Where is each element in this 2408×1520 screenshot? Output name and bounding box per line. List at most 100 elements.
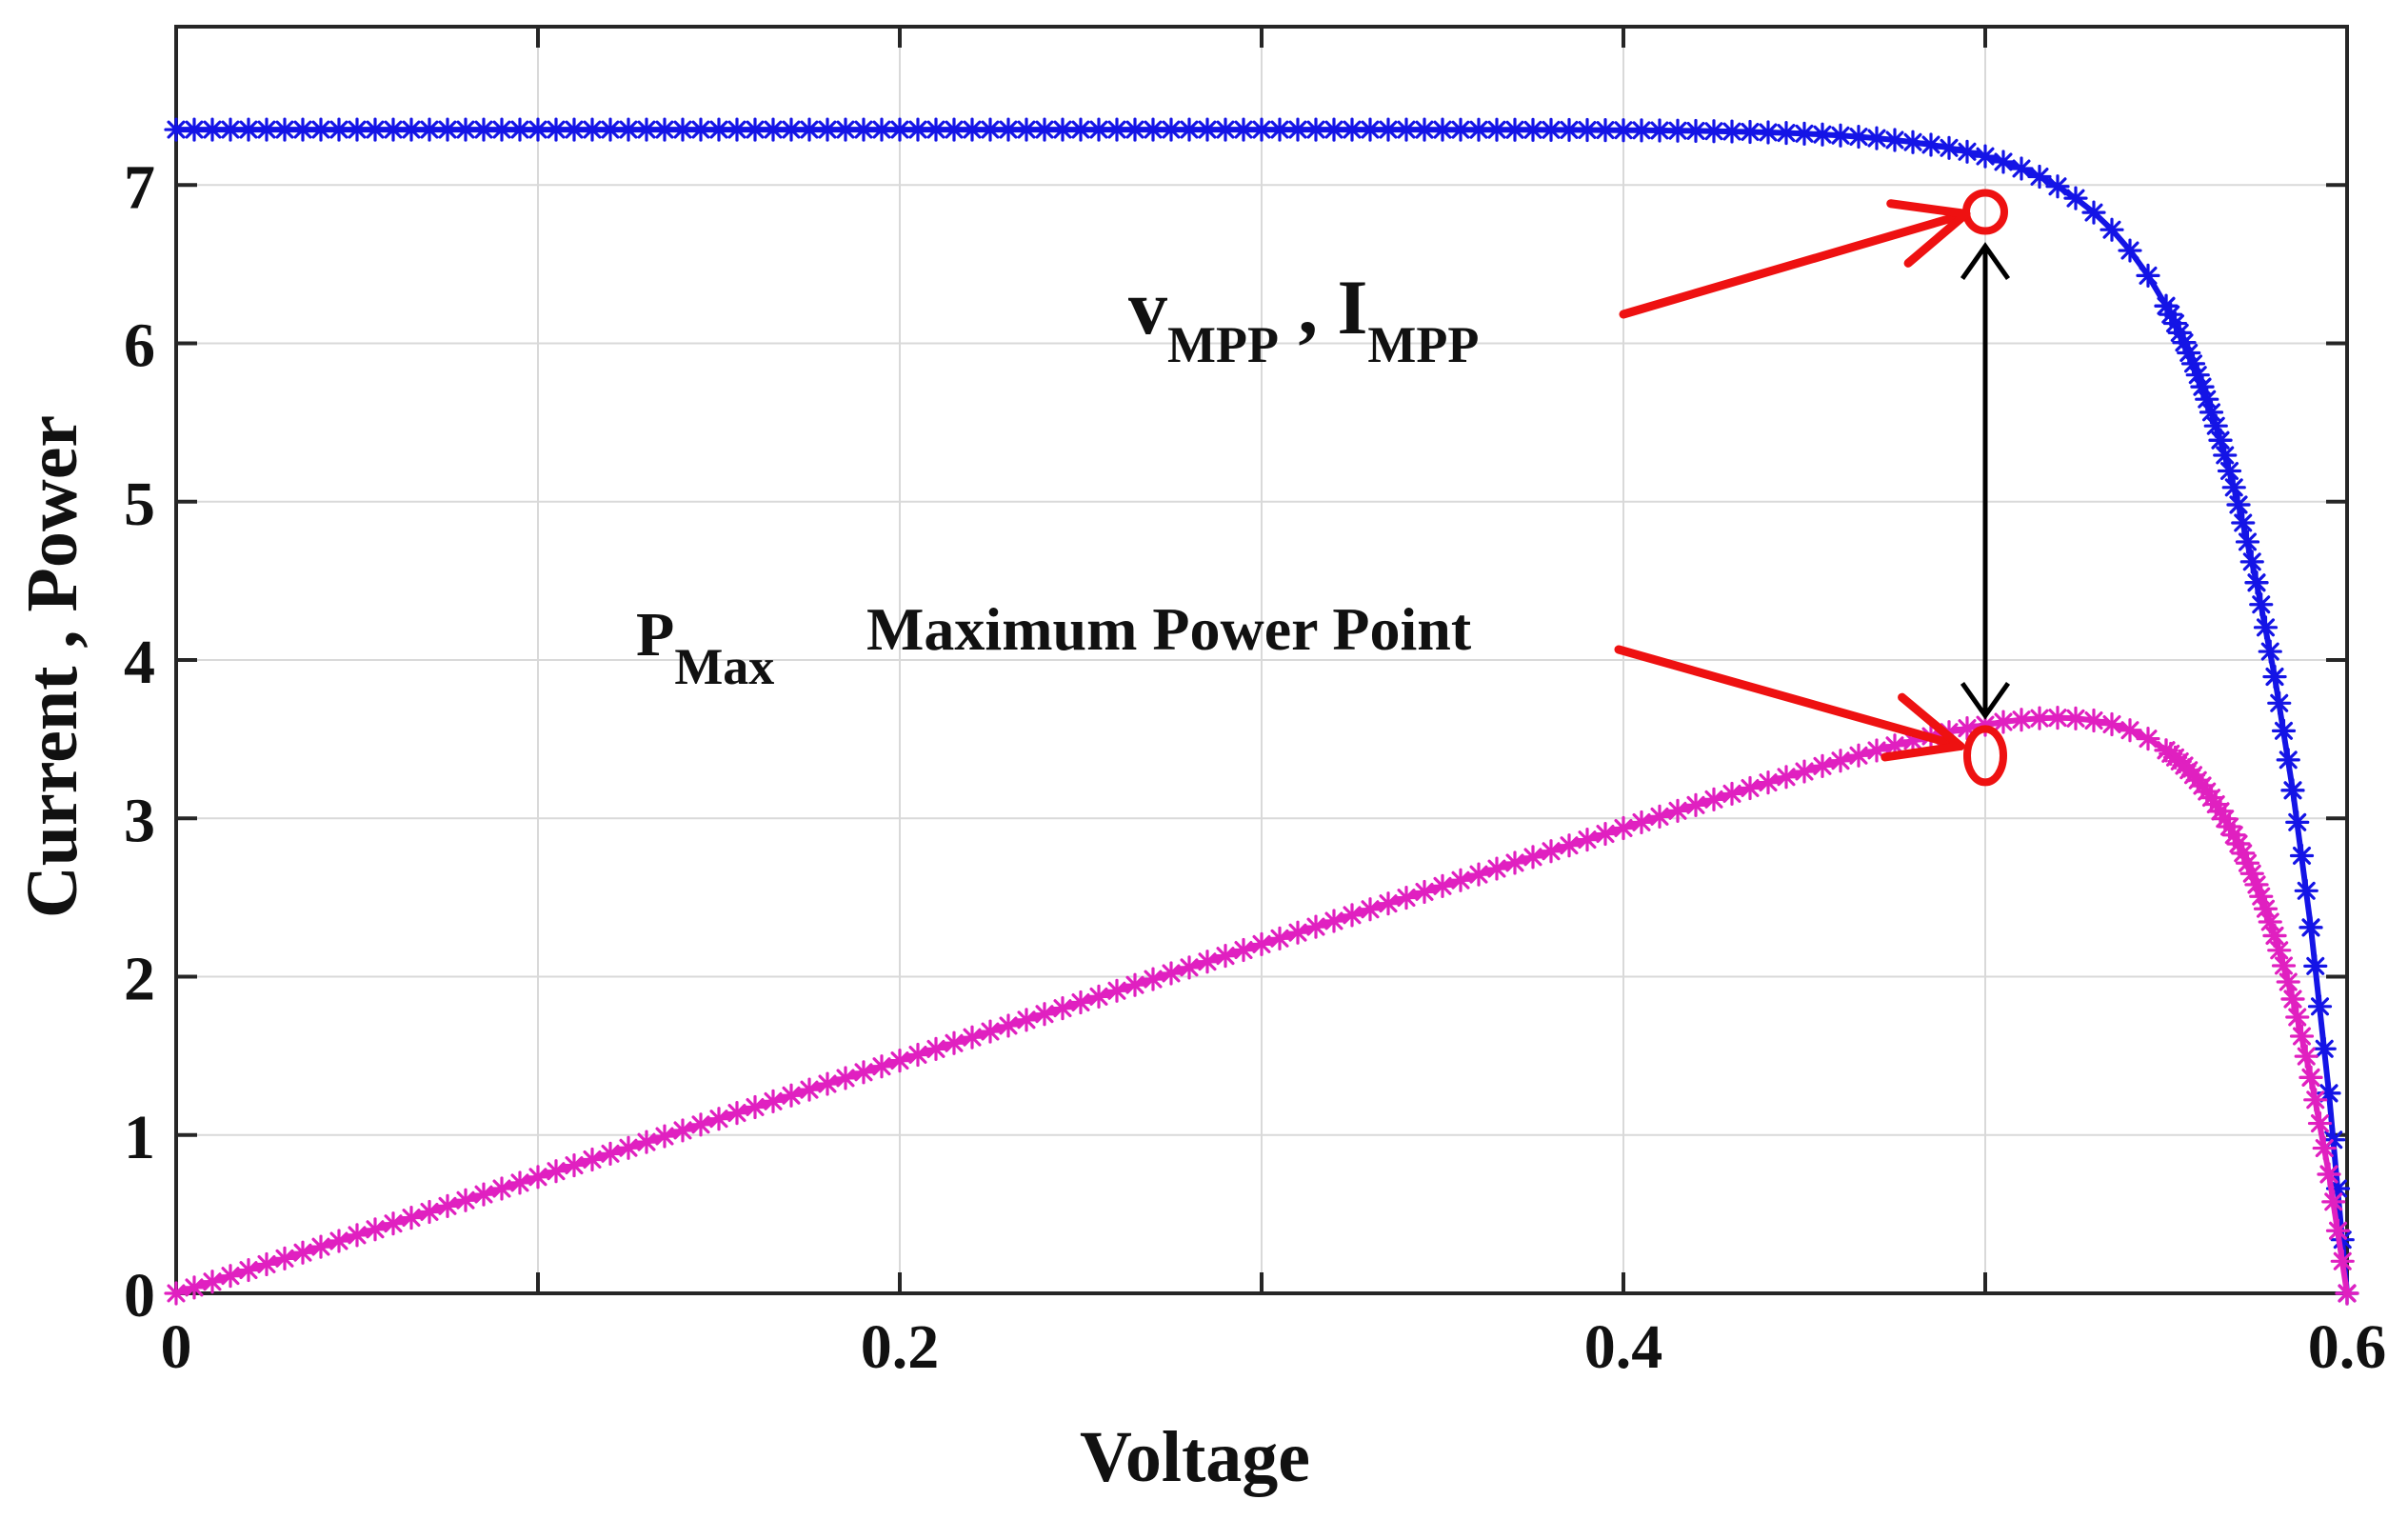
series-current-marker-64-stroke-3 — [1324, 120, 1343, 139]
series-power-marker-13 — [399, 1205, 424, 1230]
series-current-tail-marker-9-stroke-3 — [2198, 390, 2217, 409]
series-power-marker-106-stroke-3 — [2084, 710, 2103, 730]
series-current-marker-2-stroke-3 — [203, 120, 222, 139]
series-current-tail-marker-16-stroke-3 — [2229, 495, 2248, 514]
series-current-marker-39-stroke-3 — [872, 120, 891, 139]
series-current-marker-106-stroke-3 — [2084, 203, 2103, 222]
series-current-tail-marker-24 — [2262, 664, 2287, 690]
series-current-tail-marker-13 — [2213, 443, 2238, 468]
series-power-marker-51 — [1086, 984, 1111, 1010]
series-current-marker-66-stroke-3 — [1361, 120, 1380, 139]
series-power-marker-8 — [308, 1234, 333, 1259]
series-power-marker-0-stroke-3 — [167, 1284, 186, 1303]
vi-mpp-label: vMPP , IMPP — [1128, 264, 1479, 373]
series-power-tail-marker-25-stroke-3 — [2270, 941, 2289, 960]
series-power-tail-marker-26-stroke-3 — [2274, 956, 2294, 975]
series-power-marker-23 — [580, 1147, 605, 1172]
series-power-marker-57-stroke-3 — [1198, 952, 1217, 971]
series-current-marker-104 — [2045, 174, 2070, 199]
series-current-marker-69-stroke-3 — [1415, 120, 1434, 139]
series-current-tail-marker-18-stroke-3 — [2238, 532, 2258, 551]
series-current-marker-70-stroke-3 — [1433, 120, 1452, 139]
y-tick-label-6: 6 — [124, 311, 155, 381]
series-power-marker-79-stroke-3 — [1596, 825, 1615, 844]
series-current-marker-81 — [1629, 118, 1654, 143]
vi-arrow-shaft — [1619, 210, 1971, 319]
series-power-marker-2-stroke-3 — [203, 1272, 222, 1291]
x-tick-label-4: 0.4 — [1584, 1312, 1663, 1382]
series-power-marker-64-stroke-3 — [1324, 911, 1343, 930]
series-current-tail-marker-19 — [2239, 550, 2264, 574]
series-power-tail-marker-18-stroke-3 — [2238, 853, 2258, 872]
series-current-tail-marker-29 — [2285, 810, 2310, 834]
series-power-marker-25 — [616, 1135, 641, 1160]
series-current-tail-marker-10-stroke-3 — [2201, 403, 2221, 422]
y-tick-labels: 0 1 2 3 4 5 6 7 — [124, 152, 155, 1330]
series-power-marker-18-stroke-3 — [492, 1179, 511, 1198]
series-power-marker-109 — [2136, 727, 2160, 751]
vi-separator: , — [1279, 264, 1338, 350]
series-power-tail-marker-17-stroke-3 — [2234, 844, 2253, 863]
series-current-marker-99-stroke-3 — [1958, 142, 1977, 161]
series-power-marker-6-stroke-3 — [275, 1249, 294, 1268]
series-power-marker-33-stroke-3 — [764, 1091, 783, 1110]
series-power-marker-45 — [978, 1019, 1003, 1044]
series-power-marker-11 — [363, 1217, 388, 1242]
series-power-tail-marker-13-stroke-3 — [2216, 810, 2235, 829]
series-power-marker-21 — [544, 1159, 568, 1184]
series-current-marker-19-stroke-3 — [510, 120, 529, 139]
series-power-tail-marker-32-stroke-3 — [2301, 1068, 2320, 1087]
series-power-tail-marker-15-stroke-3 — [2224, 826, 2243, 845]
double-arrow-head-bottom — [1960, 681, 2011, 720]
series-power-marker-70 — [1430, 873, 1455, 898]
series-power-marker-91 — [1810, 753, 1835, 778]
series-current-marker-24-stroke-3 — [601, 120, 620, 139]
series-power-marker-82 — [1647, 804, 1672, 829]
series-power-marker-39 — [869, 1054, 894, 1079]
series-current-marker-82-stroke-3 — [1650, 121, 1669, 140]
series-power-marker-28-stroke-3 — [673, 1121, 692, 1140]
series-power-marker-55 — [1159, 961, 1184, 986]
series-current-tail-marker-2-stroke-3 — [2165, 314, 2185, 333]
series-power-marker-12-stroke-3 — [384, 1214, 403, 1233]
series-current-tail-marker-11 — [2203, 413, 2228, 438]
series-current-marker-16 — [453, 117, 478, 142]
series-current-tail-marker-1-stroke-3 — [2161, 305, 2180, 324]
series-power-tail-marker-35 — [2312, 1135, 2337, 1161]
series-current-marker-101-stroke-3 — [1994, 152, 2013, 171]
series-current-marker-84-stroke-3 — [1686, 121, 1705, 140]
series-power-marker-20-stroke-3 — [528, 1168, 547, 1187]
series-current-marker-45-stroke-3 — [981, 120, 1000, 139]
series-power-marker-67-stroke-3 — [1379, 894, 1398, 913]
series-power-marker-31 — [725, 1100, 749, 1126]
series-power-marker-65 — [1340, 903, 1364, 928]
series-current-marker-87-stroke-3 — [1741, 122, 1760, 141]
series-current-marker-85-stroke-3 — [1704, 122, 1723, 141]
series-power-tail-marker-31 — [2294, 1044, 2318, 1069]
series-current-tail-marker-7-stroke-3 — [2188, 366, 2207, 385]
series-current-marker-6-stroke-3 — [275, 120, 294, 139]
series-current-marker-100 — [1973, 144, 1998, 169]
series-current-tail-marker-18 — [2235, 530, 2260, 554]
series-power-marker-7 — [290, 1240, 315, 1265]
series-power-tail-marker-38-stroke-3 — [2328, 1221, 2348, 1240]
series-current-marker-3-stroke-3 — [221, 120, 240, 139]
series-current-marker-86-stroke-3 — [1722, 122, 1741, 141]
series-current-marker-109-stroke-3 — [2139, 266, 2158, 285]
series-current-tail-marker-17-stroke-3 — [2234, 513, 2253, 532]
series-current-marker-7-stroke-3 — [293, 120, 312, 139]
series-current-marker-92-stroke-3 — [1831, 126, 1850, 145]
pmax-pointer-arrow — [1614, 645, 1965, 762]
series-current-marker-108-stroke-3 — [2120, 241, 2139, 260]
series-current-tail-marker-34-stroke-3 — [2310, 997, 2330, 1016]
series-current-marker-105 — [2063, 186, 2088, 210]
series-current-tail-marker-16 — [2226, 492, 2251, 517]
series-current-marker-34-stroke-3 — [782, 120, 801, 139]
series-current-tail-marker-28 — [2280, 778, 2305, 803]
series-current-marker-100-stroke-3 — [1976, 147, 1995, 166]
series-power-marker-45-stroke-3 — [981, 1022, 1000, 1041]
series-power-marker-93-stroke-3 — [1849, 746, 1868, 765]
series-power-marker-79 — [1593, 821, 1618, 847]
series-power-marker-108-stroke-3 — [2120, 721, 2139, 740]
series-current-tail-marker-20-stroke-3 — [2247, 573, 2266, 592]
